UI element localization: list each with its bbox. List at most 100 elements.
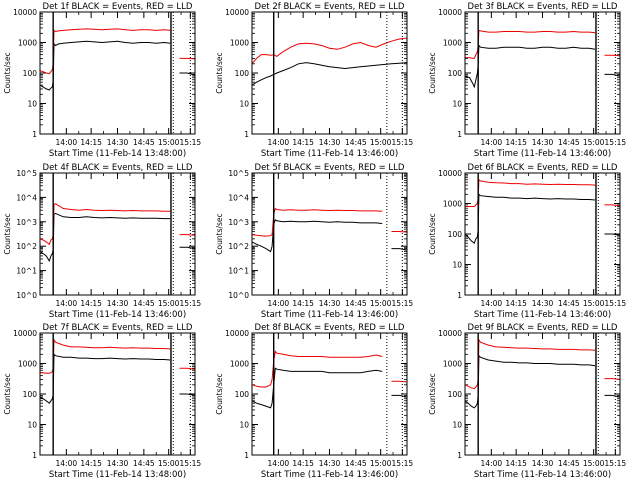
x-tick-label: 14:00 [268,299,290,308]
x-axis-label: Start Time (11-Feb-14 13:46:00) [261,310,398,320]
plot-frame [39,332,196,456]
y-axis-label: Counts/sec [215,213,224,254]
x-tick-label: 14:30 [107,299,129,308]
y-tick-label: 100 [448,390,463,399]
x-tick-label: 15:15 [605,138,627,147]
x-tick-label: 14:15 [80,299,102,308]
y-tick-label: 10 [27,421,37,430]
y-tick-label: 10^2 [228,242,249,251]
x-tick-label: 14:45 [133,138,155,147]
y-tick-label: 10^3 [16,218,37,227]
x-tick-label: 14:30 [107,138,129,147]
series-line-lld [251,207,408,237]
y-tick-label: 1000 [443,200,462,209]
chart-panel-1: Det 1f BLACK = Events, RED = LLD Counts/s… [3,2,201,159]
plot-frame [39,11,196,135]
chart-title: Det 1f BLACK = Events, RED = LLD [43,2,193,12]
x-tick-label: 14:45 [558,459,580,468]
y-tick-label: 100 [448,230,463,239]
series-line-lld [39,203,196,246]
x-tick-label: 14:45 [558,299,580,308]
y-axis-label: Counts/sec [428,52,437,93]
series-line-lld [40,338,196,374]
y-tick-label: 10^4 [228,193,249,202]
series-line-events [39,353,196,404]
y-tick-label: 10^5 [228,169,249,178]
x-tick-label: 14:30 [107,459,129,468]
y-tick-label: 10000 [13,329,37,338]
chart-title: Det 3f BLACK = Events, RED = LLD [468,2,618,12]
x-tick-label: 15:15 [605,459,627,468]
y-axis-label: Counts/sec [3,373,12,414]
plot-frame [251,172,408,296]
x-tick-label: 15:15 [392,299,414,308]
y-tick-label: 10000 [225,329,249,338]
chart-title: Det 5f BLACK = Events, RED = LLD [255,163,405,173]
chart-panel-7: Det 7f BLACK = Events, RED = LLD Counts/s… [3,323,201,480]
series-line-lld [251,37,408,65]
x-axis-label: Start Time (11-Feb-14 13:48:00) [49,470,186,480]
chart-panel-3: Det 3f BLACK = Events, RED = LLD Counts/s… [428,2,626,159]
series-line-events [39,212,196,263]
x-tick-label: 14:45 [345,459,367,468]
x-tick-label: 14:45 [133,459,155,468]
chart-title: Det 2f BLACK = Events, RED = LLD [255,2,405,12]
x-tick-label: 14:45 [558,138,580,147]
series-line-lld [39,28,196,75]
x-tick-label: 15:00 [583,299,605,308]
y-axis-label: Counts/sec [3,213,12,254]
x-tick-label: 15:00 [370,459,392,468]
x-tick-label: 14:00 [268,138,290,147]
y-tick-label: 1 [32,451,37,460]
x-tick-label: 14:00 [268,459,290,468]
x-axis-label: Start Time (11-Feb-14 13:46:00) [49,310,186,320]
x-tick-label: 14:30 [319,299,341,308]
chart-panel-9: Det 9f BLACK = Events, RED = LLD Counts/s… [428,323,626,480]
x-tick-label: 14:30 [532,459,554,468]
x-tick-label: 15:00 [158,459,180,468]
y-tick-label: 10^0 [228,291,249,300]
x-tick-label: 15:00 [583,459,605,468]
plot-frame [251,11,408,135]
x-tick-label: 15:00 [370,138,392,147]
y-tick-label: 1 [244,451,249,460]
y-tick-label: 1 [32,130,37,139]
y-tick-label: 10 [452,421,462,430]
y-tick-label: 100 [23,69,38,78]
y-tick-label: 10 [239,421,249,430]
y-tick-label: 1 [244,130,249,139]
x-tick-label: 15:15 [180,459,202,468]
y-tick-label: 10^1 [16,267,37,276]
x-tick-label: 14:00 [56,138,78,147]
plot-frame [464,11,621,135]
y-tick-label: 10000 [438,8,462,17]
y-tick-label: 10 [27,100,37,109]
x-tick-label: 14:30 [319,459,341,468]
x-tick-label: 14:45 [345,299,367,308]
y-tick-label: 100 [448,69,463,78]
x-tick-label: 15:00 [583,138,605,147]
x-tick-label: 14:00 [481,459,503,468]
y-tick-label: 1000 [443,39,462,48]
chart-panel-5: Det 5f BLACK = Events, RED = LLD Counts/s… [215,163,413,320]
x-tick-label: 15:15 [392,138,414,147]
y-axis-label: Counts/sec [215,373,224,414]
y-axis-label: Counts/sec [3,52,12,93]
y-tick-label: 10^3 [228,218,249,227]
plot-frame [251,332,408,456]
chart-panel-2: Det 2f BLACK = Events, RED = LLD Counts/s… [215,2,413,159]
y-tick-label: 10000 [13,8,37,17]
x-tick-label: 14:30 [532,299,554,308]
x-axis-label: Start Time (11-Feb-14 13:48:00) [49,149,186,159]
y-tick-label: 1 [457,291,462,300]
y-tick-label: 100 [235,69,250,78]
x-tick-label: 14:15 [505,459,527,468]
chart-panel-8: Det 8f BLACK = Events, RED = LLD Counts/s… [215,323,413,480]
series-line-lld [465,178,621,207]
x-tick-label: 14:15 [292,138,314,147]
y-tick-label: 1000 [230,360,249,369]
y-axis-label: Counts/sec [215,52,224,93]
x-tick-label: 14:30 [319,138,341,147]
series-line-events [251,62,408,86]
x-axis-label: Start Time (11-Feb-14 13:46:00) [474,149,611,159]
